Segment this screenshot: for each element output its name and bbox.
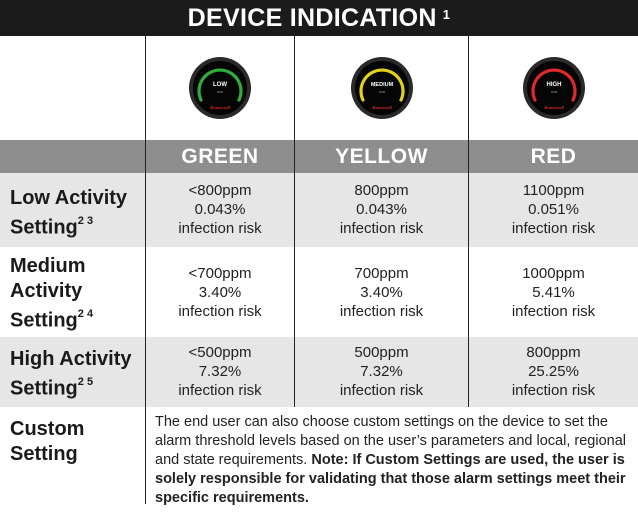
svg-text:CO2: CO2 [378, 90, 385, 94]
table-cell-medium-green: <700ppm 3.40% infection risk [178, 265, 262, 320]
device-image-red: HIGH CO2 Honeywell [469, 36, 638, 140]
custom-row-divider [145, 409, 146, 504]
table-row [0, 247, 638, 337]
column-header-green: GREEN [181, 144, 259, 168]
table-row [0, 337, 638, 407]
table-title: DEVICE INDICATION 1 [0, 0, 638, 36]
device-red-ring [530, 68, 577, 102]
table-cell-low-yellow: 800ppm 0.043% infection risk [339, 182, 424, 237]
device-image-green: LOW CO2 Honeywell [146, 36, 294, 140]
device-yellow-brand: Honeywell [371, 105, 392, 110]
row-label-custom-setting: Custom Setting [10, 418, 85, 465]
column-divider [468, 36, 469, 407]
column-header-red: RED [530, 144, 577, 168]
column-divider [145, 36, 146, 409]
title-text: DEVICE INDICATION [187, 3, 437, 32]
svg-text:CO2: CO2 [550, 90, 557, 94]
table-cell-high-green: <500ppm 7.32% infection risk [178, 344, 262, 399]
device-green-brand: Honeywell [209, 105, 230, 110]
title-footnote: 1 [442, 6, 451, 22]
device-image-yellow: MEDIUM CO2 Honeywell [295, 36, 468, 140]
column-header-yellow: YELLOW [335, 144, 428, 168]
svg-text:CO2: CO2 [217, 90, 224, 94]
custom-setting-note: Note: If Custom Settings are used, the u… [155, 452, 626, 506]
device-red-screen-label: HIGH [546, 82, 561, 88]
row-label-low-activity: Low Activity Setting2 3 [10, 187, 128, 239]
row-label-medium-activity: Medium Activity Setting2 4 [10, 255, 94, 332]
device-red-brand: Honeywell [543, 105, 564, 110]
table-cell-high-yellow: 500ppm 7.32% infection risk [339, 344, 424, 399]
device-green-ring [197, 68, 243, 102]
column-divider [294, 36, 295, 407]
table-cell-medium-red: 1000ppm 5.41% infection risk [511, 265, 596, 320]
table-row [0, 173, 638, 247]
table-cell-low-green: <800ppm 0.043% infection risk [178, 182, 262, 237]
device-yellow-icon: MEDIUM CO2 Honeywell [350, 57, 413, 119]
table-cell-high-red: 800ppm 25.25% infection risk [511, 344, 596, 399]
table-cell-medium-yellow: 700ppm 3.40% infection risk [339, 265, 424, 320]
device-yellow-screen-label: MEDIUM [370, 82, 393, 88]
row-label-high-activity: High Activity Setting2 5 [10, 348, 132, 400]
device-red-icon: HIGH CO2 Honeywell [522, 57, 585, 119]
custom-setting-description: The end user can also choose custom sett… [155, 413, 633, 508]
custom-setting-text: The end user can also choose custom sett… [155, 414, 626, 468]
device-yellow-ring [358, 68, 405, 102]
column-header-row [0, 140, 638, 173]
device-green-screen-label: LOW [213, 82, 227, 88]
device-green-icon: LOW CO2 Honeywell [189, 57, 251, 119]
table-cell-low-red: 1100ppm 0.051% infection risk [511, 182, 596, 237]
